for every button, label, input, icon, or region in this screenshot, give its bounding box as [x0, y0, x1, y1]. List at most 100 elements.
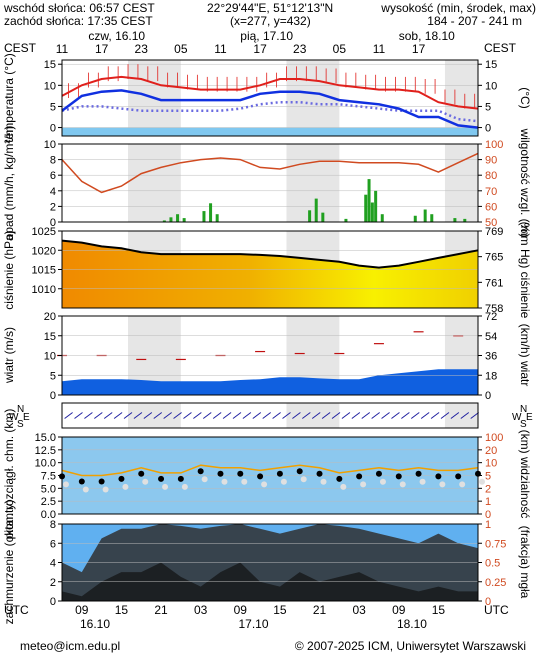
- precipitation-bar: [374, 190, 378, 222]
- top-hour-label: 23: [293, 42, 307, 56]
- panel-1-night-band: [286, 144, 340, 222]
- fog-axis-title-right: (frakcja) mgła: [518, 526, 532, 599]
- top-hour-label: 05: [174, 42, 188, 56]
- copyright-text: © 2007-2025 ICM, Uniwersytet Warszawski: [294, 639, 526, 653]
- humidity-axis-title-right: wilgotność wzgl. (%): [518, 128, 532, 238]
- wind-direction-arrow: [103, 412, 113, 419]
- top-day-label: sob, 18.10: [399, 29, 455, 43]
- wind-direction-arrow: [252, 412, 262, 419]
- pressure-axis-title-left: ciśnienie (hPa): [2, 230, 16, 309]
- panel-4-night-band: [444, 403, 478, 428]
- compass-left-s: S: [17, 419, 24, 430]
- pressure-area: [62, 240, 478, 308]
- panel-6-tick-label-left: 2: [50, 577, 56, 589]
- cloud-top-point: [415, 470, 422, 477]
- wind-direction-arrow: [292, 412, 301, 419]
- panel-3-tick-label-left: 10: [44, 351, 56, 363]
- panel-3-tick-label-left: 5: [50, 370, 56, 382]
- panel-3-border: [61, 315, 479, 396]
- cloud-base-point: [102, 486, 109, 493]
- compass-left-e: E: [23, 412, 30, 423]
- precipitation-bar: [430, 214, 434, 222]
- precipitation-bar: [182, 218, 186, 222]
- wind-direction-arrow: [430, 412, 440, 419]
- precipitation-bar: [215, 214, 219, 222]
- wind-direction-arrow: [351, 412, 361, 419]
- bottom-hour-label: 15: [115, 603, 129, 617]
- wind-direction-arrow: [212, 412, 222, 419]
- cloud-base-point: [280, 478, 287, 485]
- wind-direction-arrow: [410, 412, 420, 419]
- cloud-base-point: [459, 481, 466, 488]
- top-hour-label: 11: [373, 42, 386, 56]
- cloud-base-point: [241, 478, 248, 485]
- compass-right-s: S: [520, 419, 527, 430]
- panel-5-tick-label-left: 10.0: [35, 458, 56, 470]
- wind-direction-arrow: [371, 412, 380, 419]
- panel-1-tick-label-left: 8: [50, 155, 56, 167]
- panel-1-tick-label-left: 10: [44, 139, 56, 151]
- panel-1-background: [62, 144, 478, 222]
- wind-direction-arrow: [341, 412, 351, 419]
- temperature-min-line: [61, 89, 479, 129]
- cloud-base-point: [340, 483, 347, 490]
- panel-6-tick-label-left: 8: [50, 519, 56, 531]
- panel-6-border: [61, 523, 479, 602]
- panel-5-tick-label-right: 2: [485, 483, 491, 495]
- panel-0-tick-label-left: 0: [50, 123, 56, 135]
- wind-direction-arrow: [64, 412, 73, 419]
- compass-right-w: W: [512, 412, 522, 423]
- top-hour-label: 23: [135, 42, 149, 56]
- panel-1-tick-label-right: 90: [485, 155, 497, 167]
- humidity-line: [61, 152, 479, 194]
- bottom-hour-label: 09: [234, 603, 248, 617]
- sunrise-text: wschód słońca: 06:57 CEST: [4, 1, 155, 15]
- wind-axis-title-left: wiatr (m/s): [2, 327, 16, 384]
- wind-direction-arrow: [94, 412, 103, 419]
- panel-4-night-band: [128, 403, 181, 428]
- wind-direction-arrow: [401, 412, 410, 419]
- panel-6-tick-label-right: 0.75: [485, 538, 506, 550]
- panel-0-tick-label-right: 0: [485, 123, 491, 135]
- panel-6-tick-label-right: 1: [485, 519, 491, 531]
- wind-direction-arrow: [242, 412, 252, 419]
- bottom-time-zone-label-right: UTC: [484, 603, 509, 617]
- cloud-top-point: [118, 475, 125, 482]
- precipitation-bar: [308, 210, 312, 222]
- cloud-base-point: [201, 476, 208, 483]
- panel-5-tick-label-right: 0: [485, 509, 491, 521]
- wind-direction-arrow: [311, 412, 321, 419]
- panel-6-tick-label-left: 0: [50, 596, 56, 608]
- top-hour-label: 17: [95, 42, 109, 56]
- bottom-hour-label: 03: [194, 603, 208, 617]
- precipitation-bar: [321, 212, 325, 222]
- bottom-hour-label: 15: [432, 603, 446, 617]
- visibility-line: [61, 464, 479, 477]
- precipitation-bar: [209, 203, 213, 222]
- wind-direction-arrow: [262, 412, 271, 419]
- cloud-cover-axis-title-left: zachmurzenie (oktanty): [2, 500, 16, 625]
- cloud-base-point: [162, 483, 169, 490]
- panel-6-tick-label-right: 0: [485, 596, 491, 608]
- cloud-top-point: [395, 473, 402, 480]
- precipitation-bar: [344, 218, 348, 222]
- cloud-base-point: [181, 483, 188, 490]
- wind-direction-arrow: [272, 412, 281, 419]
- wind-direction-arrow: [440, 412, 450, 419]
- bottom-day-label: 17.10: [238, 617, 268, 631]
- bottom-time-zone-label-left: UTC: [4, 603, 29, 617]
- elevation-label: wysokość (min, środek, max): [381, 1, 536, 15]
- panel-1-tick-label-left: 6: [50, 170, 56, 182]
- cloud-base-point: [320, 478, 327, 485]
- panel-0-tick-label-right: 10: [485, 80, 497, 92]
- panel-1-night-band: [128, 144, 181, 222]
- precipitation-bar: [463, 218, 467, 222]
- panel-4-night-band: [286, 403, 340, 428]
- precipitation-bar: [202, 211, 206, 222]
- panel-0-tick-label-left: 15: [44, 59, 56, 71]
- contact-email[interactable]: meteo@icm.edu.pl: [20, 639, 121, 653]
- wind-direction-arrow: [361, 412, 371, 419]
- panel-3-tick-label-left: 15: [44, 331, 56, 343]
- wind-direction-arrow: [74, 412, 83, 419]
